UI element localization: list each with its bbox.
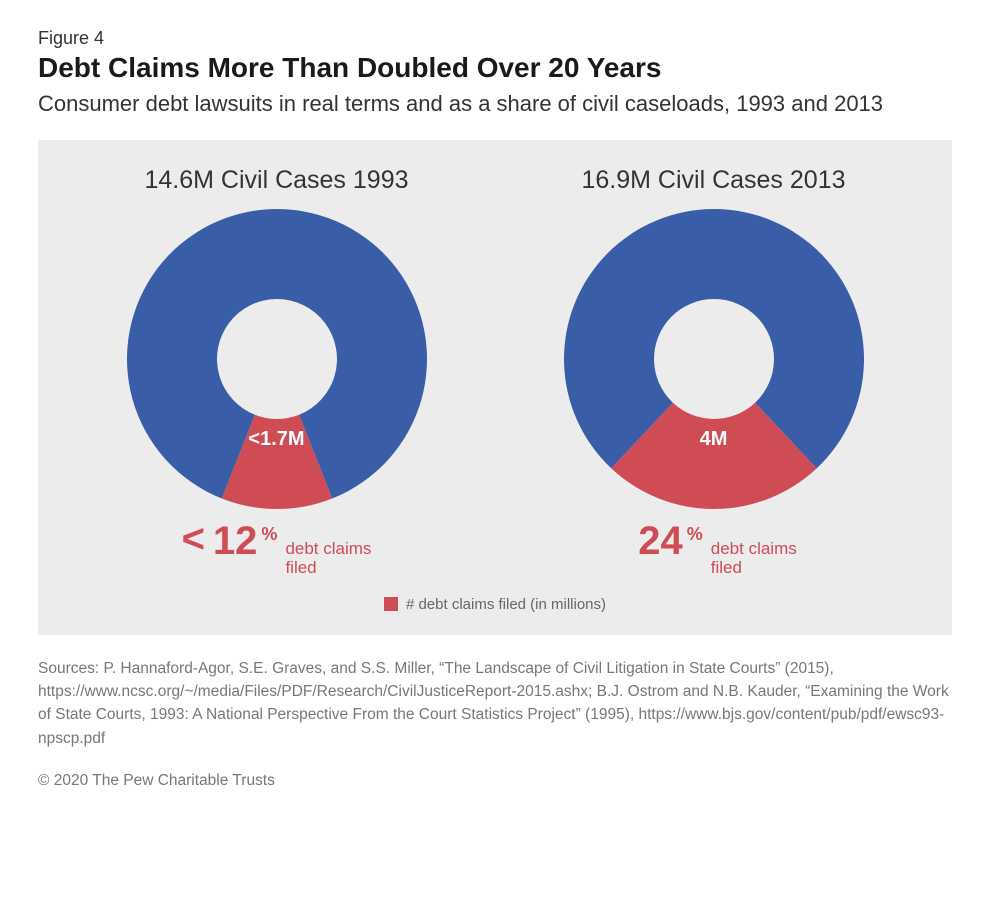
donut-1993: 14.6M Civil Cases 1993 <1.7M < 12% debt … — [68, 166, 485, 577]
legend: # debt claims filed (in millions) — [68, 596, 922, 613]
pct-unit: % — [261, 524, 277, 545]
donut-2013-title: 16.9M Civil Cases 2013 — [581, 166, 845, 195]
donut-1993-slices — [127, 209, 427, 509]
donut-2013: 16.9M Civil Cases 2013 4M 24% debt claim… — [505, 166, 922, 577]
chart-subtitle: Consumer debt lawsuits in real terms and… — [38, 90, 952, 119]
donut-1993-title: 14.6M Civil Cases 1993 — [144, 166, 408, 195]
donut-1993-pct: < 12% debt claims filed — [182, 521, 372, 577]
pct-text-line2: filed — [285, 558, 316, 577]
copyright-text: © 2020 The Pew Charitable Trusts — [38, 772, 952, 790]
pct-text-line1: debt claims — [285, 539, 371, 558]
pct-value: 24 — [638, 521, 683, 561]
donut-2013-pct: 24% debt claims filed — [630, 521, 797, 577]
pct-value: 12 — [213, 521, 258, 561]
donut-2013-svg — [564, 209, 864, 509]
donut-1993-wrap: <1.7M — [127, 209, 427, 509]
pct-prefix: < — [182, 519, 205, 559]
donut-1993-svg — [127, 209, 427, 509]
donut-2013-wrap: 4M — [564, 209, 864, 509]
legend-text: # debt claims filed (in millions) — [406, 596, 606, 613]
donut-2013-slices — [564, 209, 864, 509]
pct-text-line1: debt claims — [711, 539, 797, 558]
legend-swatch — [384, 597, 398, 611]
chart-title: Debt Claims More Than Doubled Over 20 Ye… — [38, 53, 952, 84]
donut-2013-slice-label: 4M — [700, 428, 728, 451]
pct-unit: % — [687, 524, 703, 545]
pct-text: debt claims filed — [285, 540, 371, 577]
pct-text-line2: filed — [711, 558, 742, 577]
sources-text: Sources: P. Hannaford-Agor, S.E. Graves,… — [38, 657, 952, 750]
donut-1993-slice-label: <1.7M — [248, 428, 304, 451]
pct-text: debt claims filed — [711, 540, 797, 577]
chart-area: 14.6M Civil Cases 1993 <1.7M < 12% debt … — [38, 140, 952, 634]
donut-row: 14.6M Civil Cases 1993 <1.7M < 12% debt … — [68, 166, 922, 577]
figure-label: Figure 4 — [38, 28, 952, 49]
